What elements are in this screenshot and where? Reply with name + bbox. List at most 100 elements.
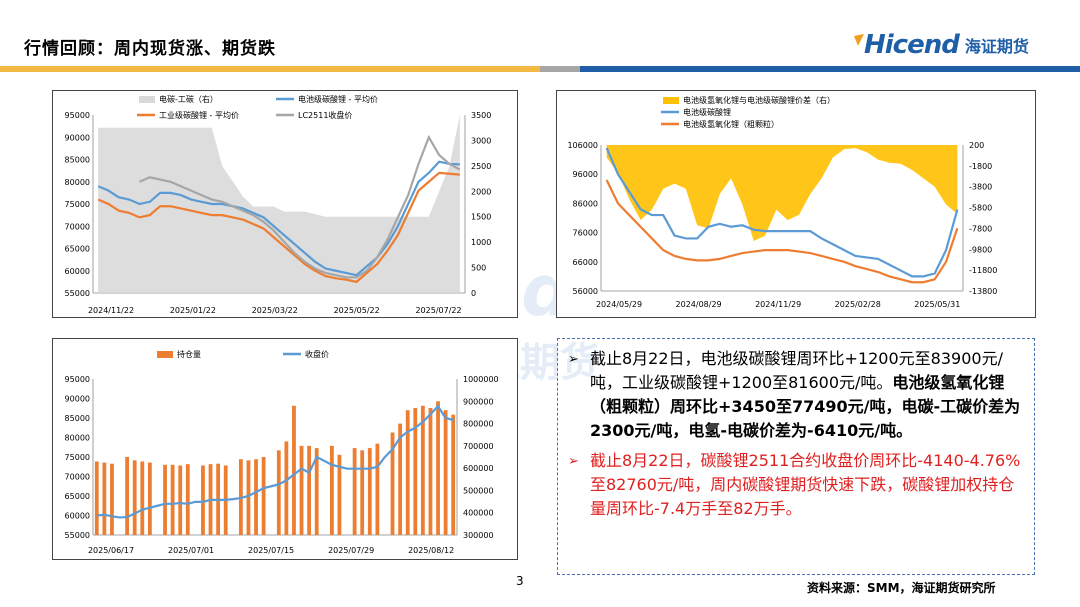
- y-left-tick-label: 70000: [65, 473, 90, 482]
- x-tick-label: 2024/11/22: [88, 306, 134, 315]
- bar: [375, 443, 380, 535]
- y-left-tick-label: 75000: [65, 453, 90, 462]
- y-left-tick-label: 56000: [573, 287, 598, 296]
- header-bar-blue: [580, 66, 1080, 72]
- bar: [413, 407, 418, 535]
- x-tick-label: 2025/06/17: [88, 546, 134, 555]
- bar: [436, 401, 440, 535]
- bar: [428, 407, 433, 535]
- chart-open-interest: 95000 90000 85000 80000 75000 70000 65000 60000…: [52, 338, 518, 560]
- logo-mark-icon: [854, 34, 864, 46]
- y-right-tick-label: -13800: [969, 287, 997, 296]
- y-right-tick-label: 800000: [463, 420, 494, 429]
- x-tick-label: 2024/08/29: [676, 300, 722, 309]
- y-right-tick-label: -1800: [969, 162, 992, 171]
- source-note: 资料来源：SMM，海证期货研究所: [807, 581, 996, 595]
- y-left-tick-label: 55000: [65, 289, 90, 298]
- y-right-tick-label: 0: [471, 289, 476, 298]
- bar: [284, 441, 289, 535]
- y-right-tick-label: 500: [471, 264, 486, 273]
- bar: [390, 432, 395, 535]
- x-tick-label: 2025/02/28: [835, 300, 881, 309]
- arrow-bullet-icon: ➢: [568, 352, 579, 367]
- x-tick-label: 2024/05/29: [596, 300, 642, 309]
- chart-lithium-carbonate-prices: 95000 90000 85000 80000 75000 70000 65000 60000…: [52, 90, 518, 318]
- y-left-tick-label: 65000: [65, 492, 90, 501]
- bar: [314, 448, 319, 535]
- bar: [246, 460, 251, 535]
- spot-text-4: 元/吨，电碳-工碳价差为: [847, 397, 1021, 416]
- line-series: [605, 147, 959, 278]
- y-right-tick-label: 600000: [463, 464, 494, 473]
- bar: [125, 457, 130, 535]
- y-left-tick-label: 75000: [65, 200, 90, 209]
- y-left-tick-label: 106000: [567, 141, 598, 150]
- y-right-tick-label: 700000: [463, 442, 494, 451]
- y-right-tick-label: 1500: [471, 213, 491, 222]
- bar: [170, 464, 175, 535]
- commentary-text-futures: 截止8月22日，碳酸锂2511合约收盘价周环比-4140-4.76%至82760…: [590, 451, 1021, 518]
- x-tick-label: 2025/03/22: [252, 306, 298, 315]
- legend-label: 电碳-工碳（右）: [159, 94, 218, 104]
- legend-label: LC2511收盘价: [298, 110, 352, 120]
- y-left-tick-label: 80000: [65, 434, 90, 443]
- y-left-tick-label: 70000: [65, 222, 90, 231]
- x-tick-label: 2025/07/15: [248, 546, 294, 555]
- line-series: [96, 404, 454, 519]
- x-tick-label: 2025/01/22: [170, 306, 216, 315]
- bar: [94, 461, 99, 535]
- page-number: 3: [516, 574, 524, 588]
- y-left-tick-label: 85000: [65, 156, 90, 165]
- y-right-tick-label: 200: [969, 141, 984, 150]
- brand-logo: Hicend 海证期货: [852, 30, 1029, 60]
- y-right-tick-label: -11800: [969, 266, 997, 275]
- bar: [163, 464, 167, 535]
- y-left-tick-label: 96000: [573, 170, 598, 179]
- y-right-tick-label: 2500: [471, 162, 491, 171]
- page-title: 行情回顾：周内现货涨、期货跌: [24, 39, 276, 59]
- line-series: [97, 171, 460, 284]
- spot-text-5: 2300元/吨: [590, 421, 673, 440]
- line-series: [97, 160, 460, 277]
- bar: [110, 463, 114, 535]
- y-right-tick-label: -9800: [969, 245, 992, 254]
- bar: [140, 461, 145, 535]
- bar: [147, 462, 152, 535]
- y-left-tick-label: 85000: [65, 414, 90, 423]
- bar: [299, 445, 304, 535]
- header-bar-orange: [0, 66, 540, 72]
- x-tick-label: 2025/07/22: [415, 306, 461, 315]
- arrow-bullet-icon: ➢: [568, 454, 579, 469]
- y-left-tick-label: 90000: [65, 395, 90, 404]
- legend-swatch: [157, 351, 173, 358]
- legend-label: 电池级碳酸锂 - 平均价: [298, 94, 378, 104]
- legend-label: 工业级碳酸锂 - 平均价: [159, 110, 239, 120]
- y-right-tick-label: 3500: [471, 111, 491, 120]
- bar: [102, 462, 107, 535]
- y-right-tick-label: -5800: [969, 204, 992, 213]
- y-left-tick-label: 60000: [65, 267, 90, 276]
- bar: [132, 460, 137, 535]
- bar: [367, 448, 372, 535]
- chart-hydroxide-spread: 106000 96000 86000 76000 66000 56000 200 -1800 -…: [556, 90, 1036, 318]
- bar: [185, 464, 190, 535]
- y-right-tick-label: 2000: [471, 187, 491, 196]
- bar: [276, 450, 281, 535]
- commentary-box: ➢ 截止8月22日，电池级碳酸锂周环比+1200元至83900元/吨，工业级碳酸…: [557, 338, 1035, 575]
- y-left-tick-label: 95000: [65, 111, 90, 120]
- y-left-tick-label: 86000: [573, 199, 598, 208]
- area-series: [98, 115, 460, 293]
- commentary-bullet-spot: ➢ 截止8月22日，电池级碳酸锂周环比+1200元至83900元/吨，工业级碳酸…: [568, 347, 1024, 443]
- x-tick-label: 2025/07/29: [328, 546, 374, 555]
- y-left-tick-label: 95000: [65, 375, 90, 384]
- y-left-tick-label: 65000: [65, 245, 90, 254]
- bar: [451, 414, 456, 535]
- bar: [178, 465, 183, 535]
- commentary-bullet-futures: ➢ 截止8月22日，碳酸锂2511合约收盘价周环比-4140-4.76%至827…: [568, 449, 1024, 521]
- bar: [292, 405, 296, 535]
- spot-text-3: +3450至77490: [718, 397, 848, 416]
- y-left-tick-label: 55000: [65, 531, 90, 540]
- x-tick-label: 2025/07/01: [168, 546, 214, 555]
- y-right-tick-label: 900000: [463, 397, 494, 406]
- bar: [398, 423, 403, 535]
